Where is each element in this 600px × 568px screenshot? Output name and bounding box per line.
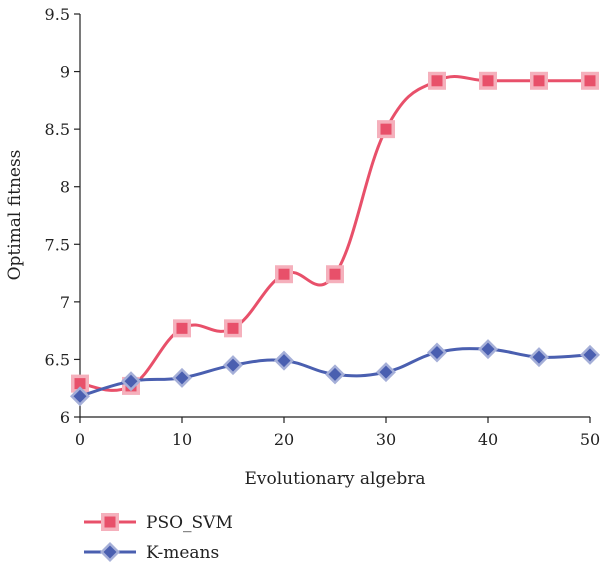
series-pso-svm bbox=[71, 71, 599, 395]
legend-label: PSO_SVM bbox=[146, 513, 233, 533]
data-point bbox=[584, 75, 596, 87]
data-point bbox=[379, 365, 393, 379]
y-tick-label: 8 bbox=[60, 178, 70, 197]
x-tick-label: 10 bbox=[172, 430, 192, 449]
data-point bbox=[532, 350, 546, 364]
series-k-means bbox=[70, 339, 600, 407]
legend: PSO_SVM K-means bbox=[84, 513, 233, 563]
y-tick-label: 9 bbox=[60, 63, 70, 82]
data-point bbox=[175, 371, 189, 385]
y-axis-title: Optimal fitness bbox=[5, 150, 25, 281]
data-point bbox=[124, 374, 138, 388]
y-tick-label: 7 bbox=[60, 293, 70, 312]
data-point bbox=[74, 378, 86, 390]
series-layer bbox=[70, 71, 600, 407]
data-point bbox=[430, 346, 444, 360]
data-point bbox=[329, 268, 341, 280]
series-line bbox=[78, 75, 592, 392]
x-tick-label: 50 bbox=[580, 430, 600, 449]
data-point bbox=[227, 322, 239, 334]
y-tick-label: 9.5 bbox=[45, 5, 70, 24]
data-point bbox=[380, 123, 392, 135]
y-tick-label: 6.5 bbox=[45, 350, 70, 369]
legend-item: K-means bbox=[84, 542, 219, 563]
data-point bbox=[328, 367, 342, 381]
legend-marker bbox=[103, 545, 117, 559]
data-point bbox=[278, 268, 290, 280]
x-tick-label: 0 bbox=[75, 430, 85, 449]
data-point bbox=[482, 75, 494, 87]
x-ticks: 0 10 20 30 40 50 bbox=[75, 417, 600, 449]
x-tick-label: 30 bbox=[376, 430, 396, 449]
data-point bbox=[176, 322, 188, 334]
legend-item: PSO_SVM bbox=[84, 513, 233, 533]
legend-marker bbox=[104, 516, 116, 528]
y-tick-label: 8.5 bbox=[45, 120, 70, 139]
legend-label: K-means bbox=[146, 543, 219, 563]
x-axis-title: Evolutionary algebra bbox=[244, 469, 425, 489]
y-ticks: 6 6.5 7 7.5 8 8.5 9 9.5 bbox=[45, 5, 80, 427]
y-tick-label: 6 bbox=[60, 408, 70, 427]
data-point bbox=[533, 75, 545, 87]
data-point bbox=[583, 348, 597, 362]
x-tick-label: 40 bbox=[478, 430, 498, 449]
data-point bbox=[73, 389, 87, 403]
data-point bbox=[481, 342, 495, 356]
data-point bbox=[431, 75, 443, 87]
y-tick-label: 7.5 bbox=[45, 235, 70, 254]
chart-axes bbox=[79, 14, 590, 418]
data-point bbox=[226, 358, 240, 372]
data-point bbox=[277, 354, 291, 368]
x-tick-label: 20 bbox=[274, 430, 294, 449]
